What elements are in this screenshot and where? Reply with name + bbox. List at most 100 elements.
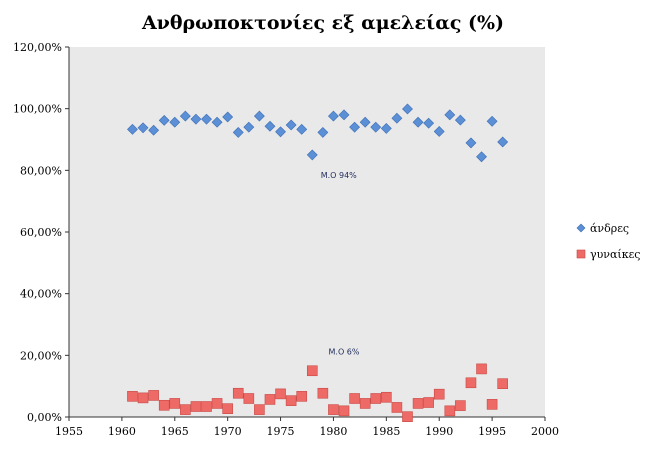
data-point-diamond xyxy=(169,116,181,128)
series-2 xyxy=(127,363,508,422)
data-point-diamond xyxy=(232,126,244,138)
data-point-square xyxy=(402,411,413,422)
data-point-square xyxy=(328,404,339,415)
data-point-square xyxy=(264,394,276,405)
data-point-square xyxy=(370,393,382,404)
data-point-diamond xyxy=(380,122,392,134)
x-tick-label: 1955 xyxy=(55,425,83,438)
data-point-diamond xyxy=(306,149,318,161)
data-point-diamond xyxy=(476,151,487,163)
data-point-square xyxy=(433,388,445,400)
data-point-diamond xyxy=(127,123,138,135)
data-point-square xyxy=(232,387,244,399)
axes: 0,00% 20,00% 40,00% 60,00% 80,00% 100,00% 120,… xyxy=(13,41,559,438)
data-point-diamond xyxy=(275,126,286,138)
x-tick-label: 1975 xyxy=(267,425,295,438)
data-point-square xyxy=(391,402,403,413)
chart-title: Ανθρωποκτονίες εξ αμελείας (%) xyxy=(141,12,504,34)
data-point-diamond xyxy=(201,113,212,125)
legend-marker-square xyxy=(576,249,586,259)
data-point-diamond xyxy=(486,115,498,127)
data-point-square xyxy=(306,365,318,377)
data-point-square xyxy=(275,388,286,400)
legend: άνδρες γυναίκες xyxy=(576,222,640,261)
data-point-diamond xyxy=(465,137,477,149)
series-1 xyxy=(127,103,509,163)
data-point-diamond xyxy=(454,114,466,126)
data-point-square xyxy=(497,378,508,390)
data-point-square xyxy=(201,401,212,412)
data-point-diamond xyxy=(296,123,308,135)
annotation-label: Μ.Ο 6% xyxy=(329,348,360,357)
data-point-diamond xyxy=(423,117,435,129)
data-point-diamond xyxy=(137,122,149,134)
data-point-square xyxy=(148,390,159,401)
data-point-square xyxy=(296,391,308,402)
x-tick-label: 1990 xyxy=(425,425,453,438)
y-tick-label: 100,00% xyxy=(13,103,62,116)
data-point-square xyxy=(444,405,456,417)
y-tick-label: 40,00% xyxy=(20,288,62,301)
legend-marker-diamond xyxy=(576,223,586,233)
data-point-diamond xyxy=(370,121,382,133)
data-point-diamond xyxy=(433,126,445,137)
data-point-diamond xyxy=(317,126,329,138)
data-point-diamond xyxy=(179,110,191,122)
data-point-diamond xyxy=(253,110,265,122)
data-point-square xyxy=(190,401,202,412)
y-tick-label: 60,00% xyxy=(20,226,62,239)
data-point-diamond xyxy=(391,112,403,124)
data-point-square xyxy=(158,399,170,411)
data-point-diamond xyxy=(264,120,276,132)
data-point-diamond xyxy=(158,114,170,126)
x-tick-label: 1965 xyxy=(161,425,189,438)
data-point-square xyxy=(317,387,329,399)
data-point-diamond xyxy=(444,109,456,121)
x-tick-label: 1960 xyxy=(108,425,136,438)
data-point-diamond xyxy=(497,136,509,148)
annotations: Μ.Ο 94% Μ.Ο 6% xyxy=(321,171,360,357)
data-point-diamond xyxy=(211,116,223,128)
data-point-square xyxy=(169,398,181,409)
annotation-label: Μ.Ο 94% xyxy=(321,171,357,180)
data-point-diamond xyxy=(412,116,424,128)
data-point-square xyxy=(180,404,191,415)
x-tick-label: 1995 xyxy=(478,425,506,438)
data-point-square xyxy=(285,395,297,406)
data-point-diamond xyxy=(285,119,297,131)
data-point-diamond xyxy=(349,121,361,133)
legend-label: άνδρες xyxy=(590,222,629,235)
data-point-square xyxy=(359,398,371,409)
data-point-square xyxy=(465,377,477,389)
data-point-square xyxy=(254,404,265,415)
x-tick-label: 1985 xyxy=(372,425,400,438)
data-point-square xyxy=(486,399,498,410)
x-tick-label: 1970 xyxy=(214,425,242,438)
data-point-square xyxy=(222,403,233,414)
data-point-diamond xyxy=(402,103,413,115)
data-point-diamond xyxy=(148,124,160,136)
x-tick-label: 2000 xyxy=(531,425,559,438)
data-point-diamond xyxy=(338,109,350,121)
data-point-square xyxy=(476,363,487,375)
data-point-diamond xyxy=(243,121,255,133)
data-points xyxy=(127,103,509,422)
data-point-square xyxy=(349,393,360,404)
data-point-diamond xyxy=(190,113,202,125)
legend-label: γυναίκες xyxy=(590,248,640,261)
data-point-square xyxy=(455,400,466,411)
y-tick-label: 0,00% xyxy=(27,411,62,424)
x-tick-label: 1980 xyxy=(319,425,347,438)
data-point-diamond xyxy=(359,116,371,128)
data-point-square xyxy=(412,398,424,409)
data-point-square xyxy=(338,405,350,417)
data-point-square xyxy=(381,391,392,403)
data-point-diamond xyxy=(222,111,234,123)
y-tick-label: 20,00% xyxy=(20,349,62,362)
y-tick-label: 80,00% xyxy=(20,164,62,177)
y-tick-label: 120,00% xyxy=(13,41,62,54)
data-point-square xyxy=(211,398,223,409)
data-point-square xyxy=(137,392,149,404)
